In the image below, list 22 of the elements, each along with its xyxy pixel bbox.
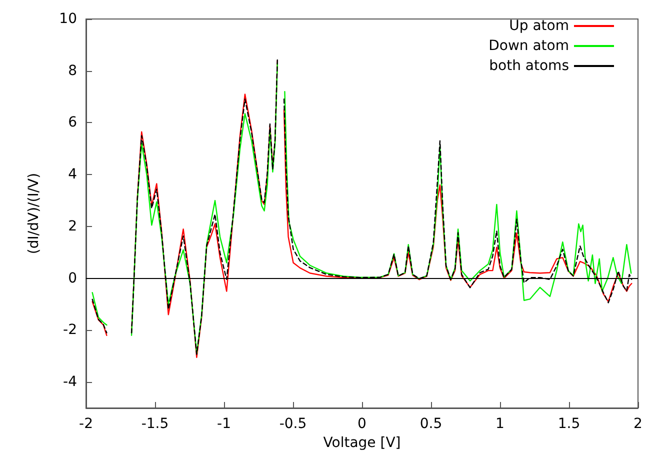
x-tick-label: 1.5 <box>558 416 580 432</box>
x-tick-label: -0.5 <box>279 416 307 432</box>
x-tick-label: 2 <box>634 416 642 432</box>
y-tick-label: 2 <box>68 218 77 234</box>
y-tick-label: -2 <box>63 322 77 338</box>
legend-label: Up atom <box>509 18 569 34</box>
y-axis-title: (dI/dV)/(I/V) <box>26 172 42 254</box>
y-tick-label: 0 <box>68 270 77 286</box>
y-tick-label: 4 <box>68 166 78 183</box>
y-tick-label: 10 <box>59 11 77 27</box>
legend-label: both atoms <box>489 58 569 74</box>
y-tick-label: 8 <box>68 62 77 79</box>
x-tick-label: -1 <box>217 416 231 432</box>
x-tick-label: -2 <box>79 416 93 432</box>
x-tick-label: 0 <box>358 416 366 432</box>
x-axis-title: Voltage [V] <box>323 435 401 451</box>
x-tick-label: 0.5 <box>420 416 442 432</box>
x-tick-label: 1 <box>496 416 504 432</box>
legend-label: Down atom <box>488 38 569 54</box>
y-tick-label: 6 <box>68 114 78 131</box>
y-tick-label: -4 <box>63 374 78 390</box>
x-tick-label: -1.5 <box>141 416 169 432</box>
